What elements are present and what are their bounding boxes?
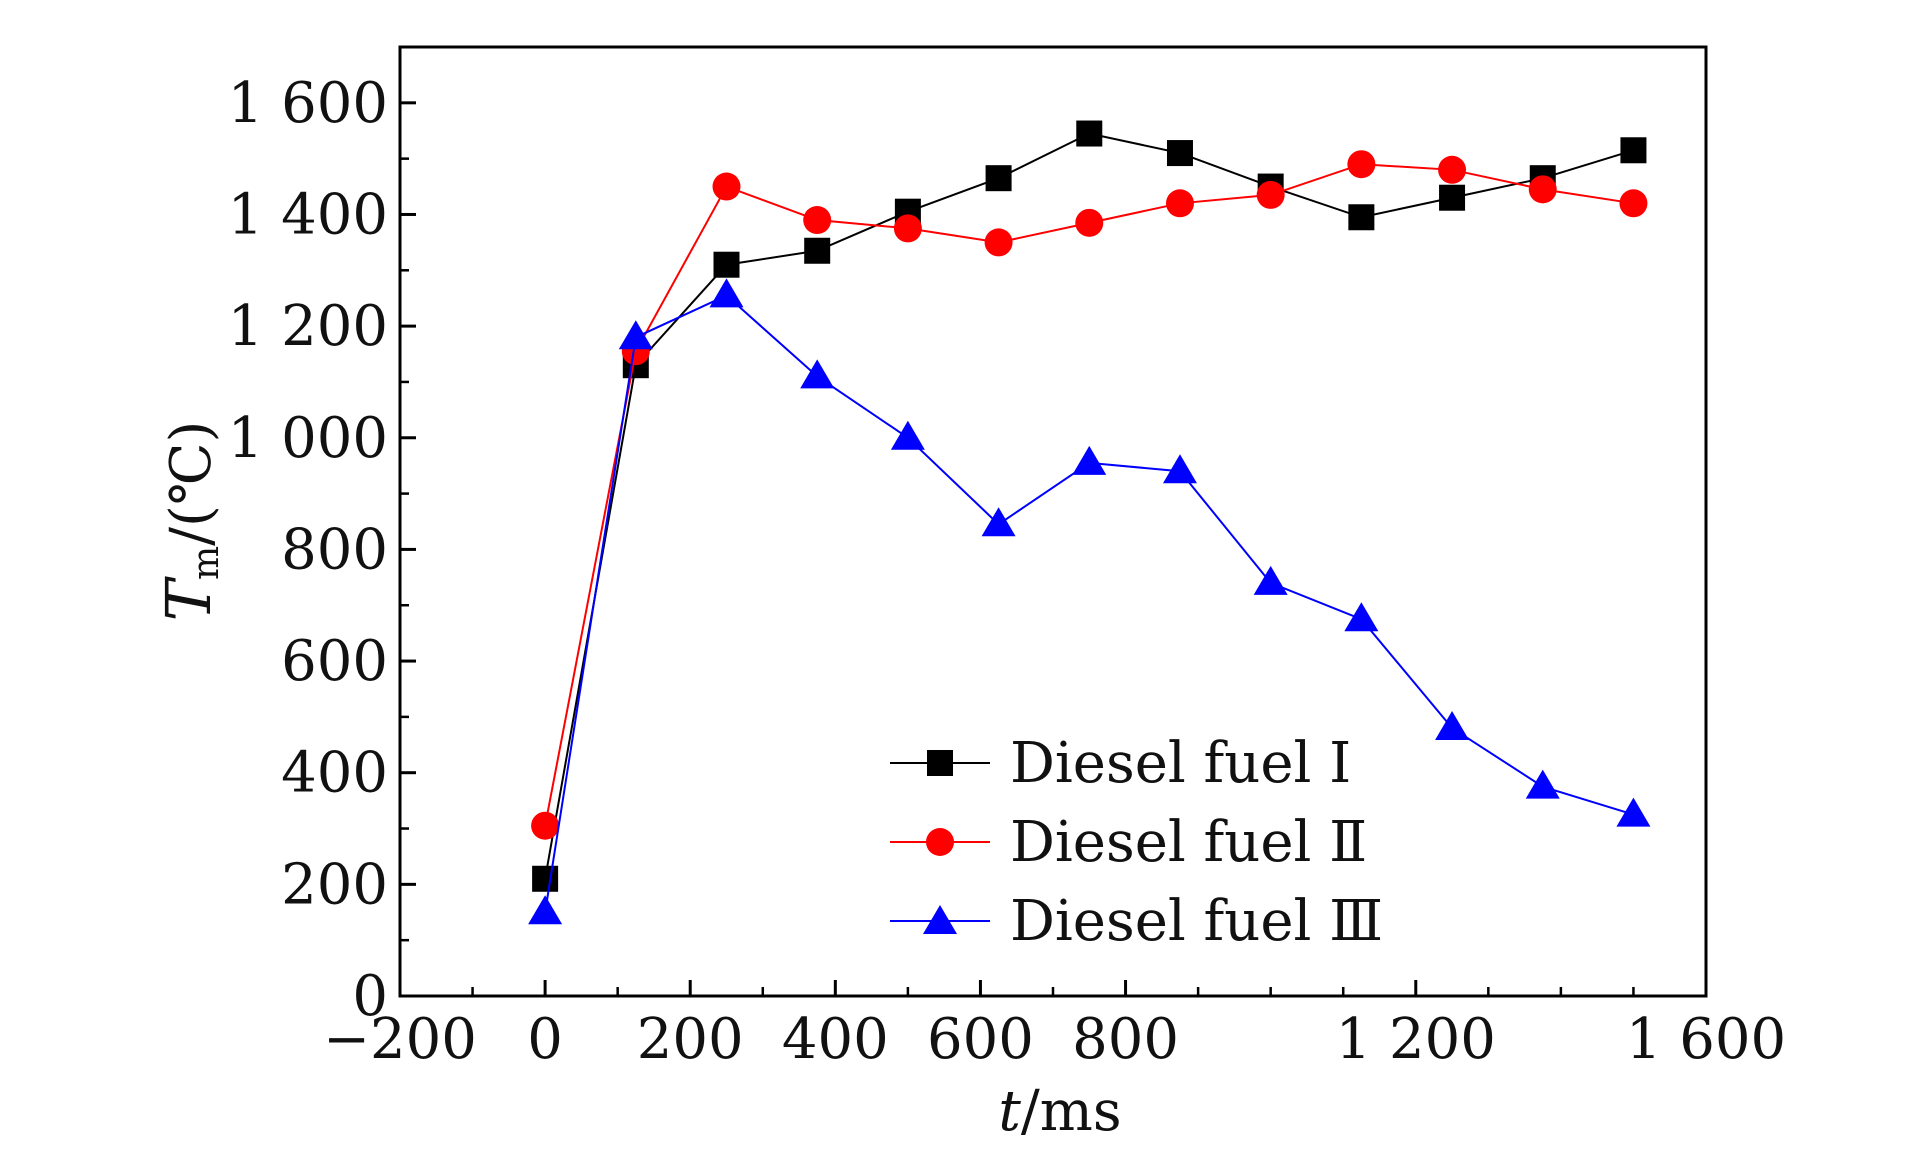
data-point-circle: [1256, 180, 1285, 209]
series-line: [544, 163, 1634, 826]
legend: Diesel fuel Ⅰ Diesel fuel Ⅱ Diesel fuel …: [890, 731, 1383, 954]
x-tick-label: 800: [1072, 1007, 1179, 1072]
data-point-triangle: [528, 895, 563, 925]
series-1: [532, 120, 1647, 892]
data-point-square: [1348, 204, 1375, 231]
legend-entry-diesel-fuel-2: Diesel fuel Ⅱ: [890, 810, 1367, 875]
y-tick-label: 600: [281, 629, 388, 694]
data-point-triangle: [1435, 711, 1470, 741]
data-point-triangle: [981, 507, 1016, 537]
x-tick-label: 600: [927, 1007, 1034, 1072]
data-point-triangle: [709, 278, 744, 308]
data-point-circle: [803, 206, 832, 235]
series-2: [531, 150, 1648, 840]
data-point-circle: [893, 214, 922, 243]
data-point-square: [1166, 140, 1193, 167]
y-tick-label: 1 000: [228, 406, 388, 471]
data-point-circle: [1438, 155, 1467, 184]
legend-label-diesel-fuel-1: Diesel fuel Ⅰ: [1010, 731, 1351, 796]
series-layer: [528, 120, 1651, 925]
data-point-square: [1620, 137, 1647, 164]
data-point-square: [1076, 120, 1103, 147]
data-point-triangle: [1344, 602, 1379, 632]
x-axis-title: t/ms: [998, 1079, 1121, 1144]
data-point-square: [532, 865, 559, 892]
data-point-circle: [1165, 189, 1194, 218]
x-tick-label: 200: [637, 1007, 744, 1072]
data-point-circle: [1075, 208, 1104, 237]
data-point-circle: [984, 228, 1013, 257]
data-point-triangle: [1072, 445, 1107, 475]
data-point-square: [985, 165, 1012, 192]
data-point-square: [804, 237, 831, 264]
y-tick-label: 1 400: [228, 182, 388, 247]
data-point-triangle: [1253, 565, 1288, 595]
x-tick-labels: −200 0 200 400 600 800 1 200 1 600: [323, 1007, 1786, 1072]
x-tick-label: 1 200: [1336, 1007, 1496, 1072]
data-point-circle: [1347, 150, 1376, 179]
y-tick-label: 400: [281, 741, 388, 806]
series-3: [528, 278, 1651, 925]
data-point-circle: [712, 172, 741, 201]
data-point-triangle: [618, 320, 653, 350]
data-point-circle: [1528, 175, 1557, 204]
legend-entry-diesel-fuel-1: Diesel fuel Ⅰ: [890, 731, 1351, 796]
legend-label-diesel-fuel-2: Diesel fuel Ⅱ: [1010, 810, 1367, 875]
data-point-square: [713, 251, 740, 278]
y-tick-label: 1 200: [228, 294, 388, 359]
axis-ticks: [398, 101, 1708, 998]
y-tick-label: 800: [281, 517, 388, 582]
y-tick-label: 0: [352, 964, 388, 1029]
data-point-triangle: [800, 359, 835, 389]
y-axis-title: Tm/(℃): [152, 421, 227, 622]
x-tick-label: 400: [782, 1007, 889, 1072]
y-tick-labels: 0 200 400 600 800 1 000 1 200 1 400 1 600: [228, 71, 388, 1029]
data-point-triangle: [1162, 454, 1197, 484]
legend-entry-diesel-fuel-3: Diesel fuel Ⅲ: [890, 889, 1383, 954]
y-tick-label: 1 600: [228, 71, 388, 136]
data-point-circle: [1619, 189, 1648, 218]
data-point-triangle: [1525, 769, 1560, 799]
data-point-triangle: [1616, 797, 1651, 827]
data-point-square: [1439, 184, 1466, 211]
data-point-triangle: [890, 420, 925, 450]
y-tick-label: 200: [281, 852, 388, 917]
legend-label-diesel-fuel-3: Diesel fuel Ⅲ: [1010, 889, 1383, 954]
x-tick-label: −200: [323, 1007, 477, 1072]
x-tick-label: 1 600: [1626, 1007, 1786, 1072]
x-tick-label: 0: [527, 1007, 563, 1072]
data-point-circle: [531, 811, 560, 840]
